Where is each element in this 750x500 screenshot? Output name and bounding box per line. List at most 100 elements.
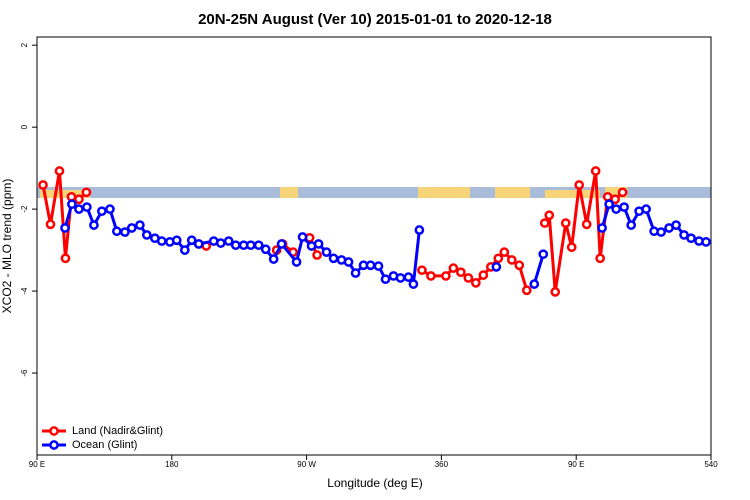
plot-frame [36, 36, 712, 456]
y-tick-label: 0 [20, 124, 29, 129]
point [408, 279, 419, 289]
point [135, 220, 145, 230]
y-tick-label: -6 [20, 369, 29, 377]
point [550, 287, 561, 297]
point [245, 240, 256, 251]
point [701, 237, 711, 247]
point [141, 230, 152, 240]
point [610, 194, 620, 205]
point [74, 204, 84, 214]
point [671, 220, 681, 230]
point [491, 262, 502, 272]
point [373, 261, 384, 271]
point [403, 272, 414, 282]
point [506, 255, 517, 265]
point [470, 278, 481, 288]
legend-label: Land (Nadir&Glint) [72, 425, 163, 437]
x-tick-label: 180 [165, 460, 179, 469]
x-tick-label: 90 E [29, 460, 45, 469]
point [619, 202, 629, 212]
point [617, 187, 628, 198]
point [456, 267, 466, 278]
point [268, 254, 279, 264]
point [656, 227, 666, 237]
point [686, 233, 696, 244]
point [539, 218, 550, 228]
x-tick-label: 90 E [568, 460, 584, 469]
point [529, 279, 540, 289]
point [417, 265, 427, 276]
point [312, 250, 322, 260]
point [120, 227, 130, 237]
point [414, 225, 425, 235]
x-axis-label: Longitude (deg E) [327, 476, 422, 490]
point [566, 242, 577, 253]
point [493, 253, 504, 264]
x-tick-label: 540 [704, 460, 718, 469]
point [89, 220, 99, 230]
point [156, 236, 167, 246]
point [67, 199, 77, 210]
point [611, 204, 622, 214]
legend: Land (Nadir&Glint) Ocean (Glint) [42, 425, 163, 451]
point [171, 235, 182, 246]
point [574, 180, 585, 190]
point [426, 271, 436, 281]
point [81, 187, 92, 198]
point [230, 240, 241, 251]
land-sea-strip [37, 187, 711, 198]
legend-marker [49, 426, 59, 436]
y-axis-label: XCO2 - MLO trend (ppm) [0, 179, 14, 314]
legend-marker [49, 440, 59, 450]
point [448, 263, 459, 273]
point [291, 257, 302, 267]
point [276, 239, 287, 249]
point [126, 223, 137, 233]
point [66, 191, 77, 202]
point [499, 247, 510, 257]
point [395, 273, 406, 283]
point [641, 204, 651, 214]
point [60, 253, 71, 264]
point [595, 253, 606, 264]
point [514, 260, 525, 271]
point [590, 166, 601, 176]
point [60, 223, 70, 233]
point [441, 271, 451, 281]
point [380, 274, 391, 285]
point [105, 204, 115, 214]
point [538, 249, 549, 260]
point [560, 218, 571, 228]
point [365, 260, 376, 271]
point [581, 219, 592, 230]
legend-label: Ocean (Glint) [72, 439, 137, 451]
point [328, 253, 339, 264]
point [463, 273, 474, 283]
point [350, 268, 361, 278]
y-tick-label: 2 [20, 42, 29, 47]
point [297, 232, 308, 242]
point [45, 219, 56, 230]
point [260, 244, 271, 255]
point [626, 220, 637, 230]
y-tick-label: -2 [20, 205, 29, 213]
point [38, 180, 48, 190]
point [193, 239, 204, 249]
point [604, 199, 615, 210]
x-tick-label: 360 [435, 460, 449, 469]
point [597, 223, 607, 233]
point [478, 270, 489, 280]
x-tick-label: 90 W [297, 460, 316, 469]
y-tick-label: -4 [20, 287, 29, 295]
point [97, 206, 107, 217]
point [74, 194, 84, 205]
point [179, 245, 190, 255]
point [321, 247, 332, 257]
point [521, 285, 532, 296]
point [215, 238, 226, 248]
point [544, 210, 555, 221]
point [223, 236, 234, 246]
point [54, 166, 65, 176]
point [602, 191, 613, 202]
